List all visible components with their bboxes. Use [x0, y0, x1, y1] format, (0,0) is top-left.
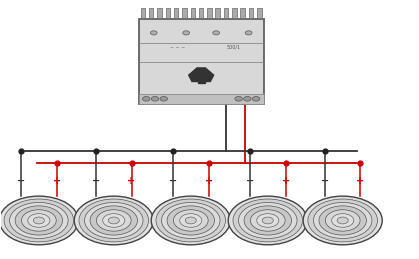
- Circle shape: [151, 97, 159, 101]
- Circle shape: [150, 31, 157, 35]
- Circle shape: [313, 203, 372, 239]
- Bar: [139, 19, 264, 104]
- Text: +: +: [52, 176, 61, 186]
- Text: −: −: [17, 176, 25, 186]
- Bar: [139, 94, 264, 104]
- Text: +: +: [127, 176, 136, 186]
- Bar: [166, 8, 170, 19]
- Bar: [232, 8, 237, 19]
- Circle shape: [79, 199, 149, 242]
- Circle shape: [337, 217, 348, 224]
- Circle shape: [160, 97, 168, 101]
- Circle shape: [308, 199, 378, 242]
- Bar: [174, 8, 178, 19]
- Bar: [198, 81, 204, 83]
- Circle shape: [233, 199, 303, 242]
- Polygon shape: [189, 68, 214, 82]
- Circle shape: [151, 196, 230, 245]
- Text: −: −: [321, 176, 329, 186]
- Bar: [249, 8, 253, 19]
- Bar: [149, 8, 153, 19]
- Circle shape: [4, 199, 74, 242]
- Circle shape: [161, 203, 220, 239]
- Bar: [215, 8, 220, 19]
- Text: +: +: [204, 176, 212, 186]
- Bar: [191, 8, 195, 19]
- Circle shape: [243, 97, 251, 101]
- Text: +: +: [282, 176, 290, 186]
- Circle shape: [303, 196, 382, 245]
- Circle shape: [252, 97, 260, 101]
- Circle shape: [142, 97, 150, 101]
- Circle shape: [34, 217, 44, 224]
- Circle shape: [74, 196, 153, 245]
- Circle shape: [85, 203, 143, 239]
- Bar: [257, 8, 262, 19]
- Circle shape: [180, 214, 202, 227]
- Circle shape: [331, 214, 354, 227]
- Text: −: −: [92, 176, 100, 186]
- Circle shape: [251, 210, 285, 231]
- Circle shape: [235, 97, 242, 101]
- Circle shape: [156, 199, 225, 242]
- Circle shape: [245, 31, 252, 35]
- Circle shape: [183, 31, 189, 35]
- Circle shape: [108, 217, 119, 224]
- Circle shape: [319, 206, 367, 235]
- Bar: [182, 8, 187, 19]
- Circle shape: [257, 214, 279, 227]
- Text: −: −: [246, 176, 254, 186]
- Bar: [207, 8, 212, 19]
- Circle shape: [96, 210, 131, 231]
- Circle shape: [228, 196, 307, 245]
- Bar: [241, 8, 245, 19]
- Circle shape: [0, 196, 78, 245]
- Text: 500/1: 500/1: [227, 45, 241, 49]
- Bar: [140, 8, 145, 19]
- Text: −: −: [169, 176, 177, 186]
- Circle shape: [103, 214, 125, 227]
- Circle shape: [173, 210, 208, 231]
- Circle shape: [10, 203, 68, 239]
- Circle shape: [15, 206, 62, 235]
- Circle shape: [167, 206, 215, 235]
- Bar: [139, 18, 264, 19]
- Circle shape: [325, 210, 360, 231]
- Circle shape: [244, 206, 292, 235]
- Bar: [157, 8, 162, 19]
- Circle shape: [262, 217, 273, 224]
- Text: ~ ~ ~: ~ ~ ~: [170, 45, 185, 49]
- Circle shape: [238, 203, 297, 239]
- Circle shape: [185, 217, 197, 224]
- Bar: [199, 8, 203, 19]
- Circle shape: [28, 214, 50, 227]
- Circle shape: [213, 31, 220, 35]
- Circle shape: [21, 210, 56, 231]
- Text: +: +: [357, 176, 365, 186]
- Bar: [224, 8, 228, 19]
- Circle shape: [90, 206, 137, 235]
